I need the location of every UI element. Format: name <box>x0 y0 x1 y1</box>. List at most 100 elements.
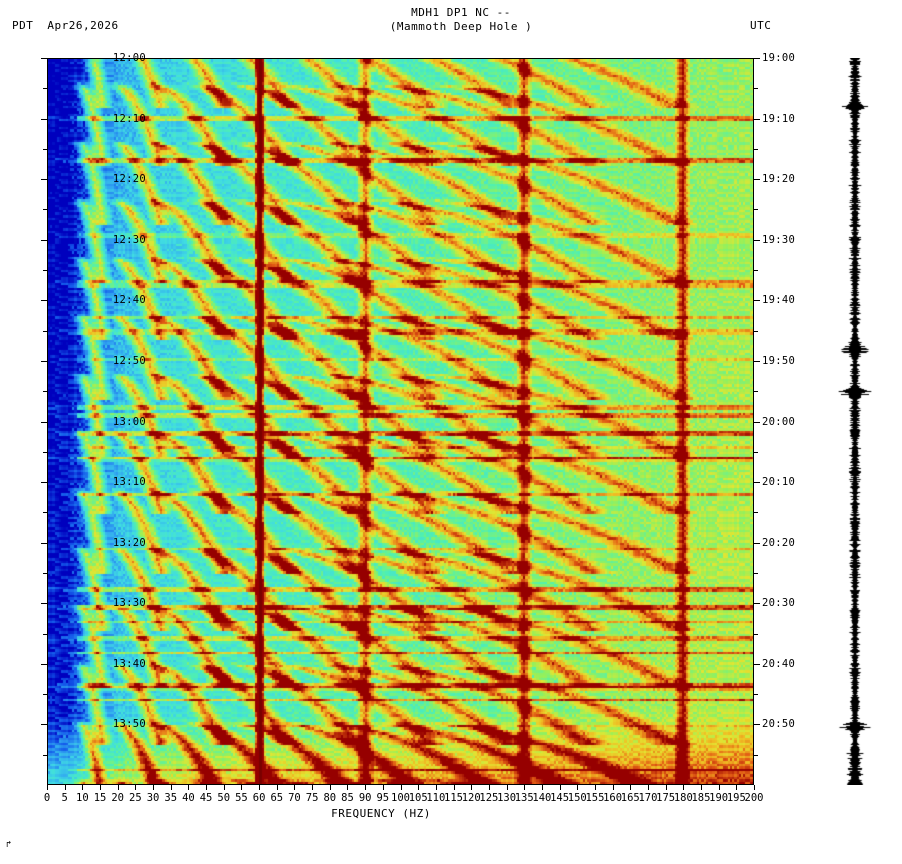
y-tick-label-utc: 19:40 <box>762 294 796 307</box>
y-minor-tick-left <box>43 148 47 150</box>
y-tick-mark-left <box>41 360 47 362</box>
x-tick-label: 105 <box>408 792 428 804</box>
y-tick-label-utc: 20:20 <box>762 536 796 549</box>
x-tick-mark <box>612 785 614 790</box>
x-tick-mark <box>47 785 48 790</box>
y-tick-label-utc: 20:30 <box>762 597 796 610</box>
x-tick-label: 195 <box>726 792 746 804</box>
x-tick-mark <box>541 785 543 790</box>
helicorder-amplitude-strip <box>838 58 872 785</box>
x-tick-mark <box>382 785 384 790</box>
x-tick-label: 145 <box>550 792 570 804</box>
x-tick-label: 0 <box>43 792 51 804</box>
y-tick-label-utc: 19:30 <box>762 233 796 246</box>
x-tick-label: 20 <box>111 792 125 804</box>
x-tick-label: 90 <box>358 792 372 804</box>
y-minor-tick-right <box>754 270 758 272</box>
y-tick-label-pdt: 13:50 <box>112 718 146 731</box>
x-tick-mark <box>754 785 755 790</box>
x-tick-mark <box>170 785 172 790</box>
x-tick-mark <box>64 785 66 790</box>
y-tick-label-pdt: 13:40 <box>112 657 146 670</box>
spectrogram-plot <box>47 58 754 785</box>
timezone-left-label: PDT <box>12 19 34 32</box>
y-tick-mark-right <box>754 724 760 726</box>
x-tick-mark <box>506 785 508 790</box>
x-tick-label: 60 <box>252 792 266 804</box>
y-minor-tick-right <box>754 512 758 514</box>
x-tick-mark <box>117 785 119 790</box>
y-minor-tick-right <box>754 694 758 696</box>
y-tick-label-utc: 20:50 <box>762 718 796 731</box>
x-tick-mark <box>718 785 720 790</box>
y-tick-label-pdt: 12:50 <box>112 354 146 367</box>
x-tick-label: 175 <box>656 792 676 804</box>
y-tick-mark-left <box>41 603 47 605</box>
helicorder-canvas <box>838 58 872 785</box>
x-tick-label: 15 <box>93 792 107 804</box>
x-tick-mark <box>365 785 367 790</box>
y-tick-label-pdt: 13:00 <box>112 415 146 428</box>
y-tick-mark-left <box>41 482 47 484</box>
x-tick-label: 70 <box>288 792 301 804</box>
x-tick-label: 140 <box>532 792 552 804</box>
x-tick-mark <box>206 785 208 790</box>
corner-glyph: ↱ <box>6 840 12 850</box>
y-minor-tick-right <box>754 88 758 90</box>
timezone-right-label: UTC <box>750 19 772 32</box>
y-tick-mark-right <box>754 482 760 484</box>
y-tick-label-utc: 19:50 <box>762 354 796 367</box>
x-tick-label: 65 <box>270 792 284 804</box>
y-minor-tick-left <box>43 572 47 574</box>
x-tick-label: 110 <box>426 792 446 804</box>
y-minor-tick-right <box>754 391 758 393</box>
x-tick-label: 80 <box>323 792 337 804</box>
spectrogram-image <box>48 59 753 784</box>
x-tick-mark <box>259 785 261 790</box>
y-tick-label-utc: 19:20 <box>762 173 796 186</box>
y-tick-mark-right <box>754 603 760 605</box>
x-tick-mark <box>736 785 738 790</box>
x-tick-mark <box>100 785 102 790</box>
x-tick-mark <box>347 785 349 790</box>
x-tick-mark <box>400 785 402 790</box>
x-tick-label: 120 <box>461 792 481 804</box>
x-tick-label: 165 <box>620 792 640 804</box>
y-minor-tick-left <box>43 451 47 453</box>
y-tick-label-utc: 20:00 <box>762 415 796 428</box>
x-tick-mark <box>647 785 649 790</box>
y-tick-label-pdt: 12:20 <box>112 173 146 186</box>
x-tick-label: 5 <box>61 792 68 804</box>
chart-title: MDH1 DP1 NC -- (Mammoth Deep Hole ) <box>0 6 902 34</box>
x-tick-mark <box>241 785 243 790</box>
x-tick-mark <box>700 785 702 790</box>
x-tick-label: 55 <box>235 792 248 804</box>
y-minor-tick-right <box>754 633 758 635</box>
x-tick-mark <box>577 785 579 790</box>
x-tick-label: 40 <box>182 792 195 804</box>
x-tick-mark <box>312 785 314 790</box>
y-minor-tick-left <box>43 209 47 211</box>
y-tick-mark-left <box>41 239 47 241</box>
x-tick-label: 135 <box>514 792 534 804</box>
x-tick-mark <box>188 785 190 790</box>
x-tick-label: 75 <box>305 792 319 804</box>
y-tick-mark-right <box>754 239 760 241</box>
y-tick-mark-left <box>41 724 47 726</box>
date-label: Apr26,2026 <box>47 19 119 32</box>
y-minor-tick-left <box>43 633 47 635</box>
x-tick-label: 185 <box>691 792 711 804</box>
x-tick-label: 25 <box>129 792 142 804</box>
x-tick-label: 180 <box>673 792 693 804</box>
x-tick-label: 95 <box>376 792 390 804</box>
y-tick-mark-right <box>754 663 760 665</box>
x-tick-label: 10 <box>76 792 89 804</box>
x-tick-label: 35 <box>164 792 178 804</box>
x-tick-label: 170 <box>638 792 658 804</box>
y-minor-tick-right <box>754 451 758 453</box>
x-tick-mark <box>453 785 455 790</box>
x-tick-mark <box>594 785 596 790</box>
x-tick-mark <box>153 785 155 790</box>
y-tick-label-utc: 19:10 <box>762 112 796 125</box>
